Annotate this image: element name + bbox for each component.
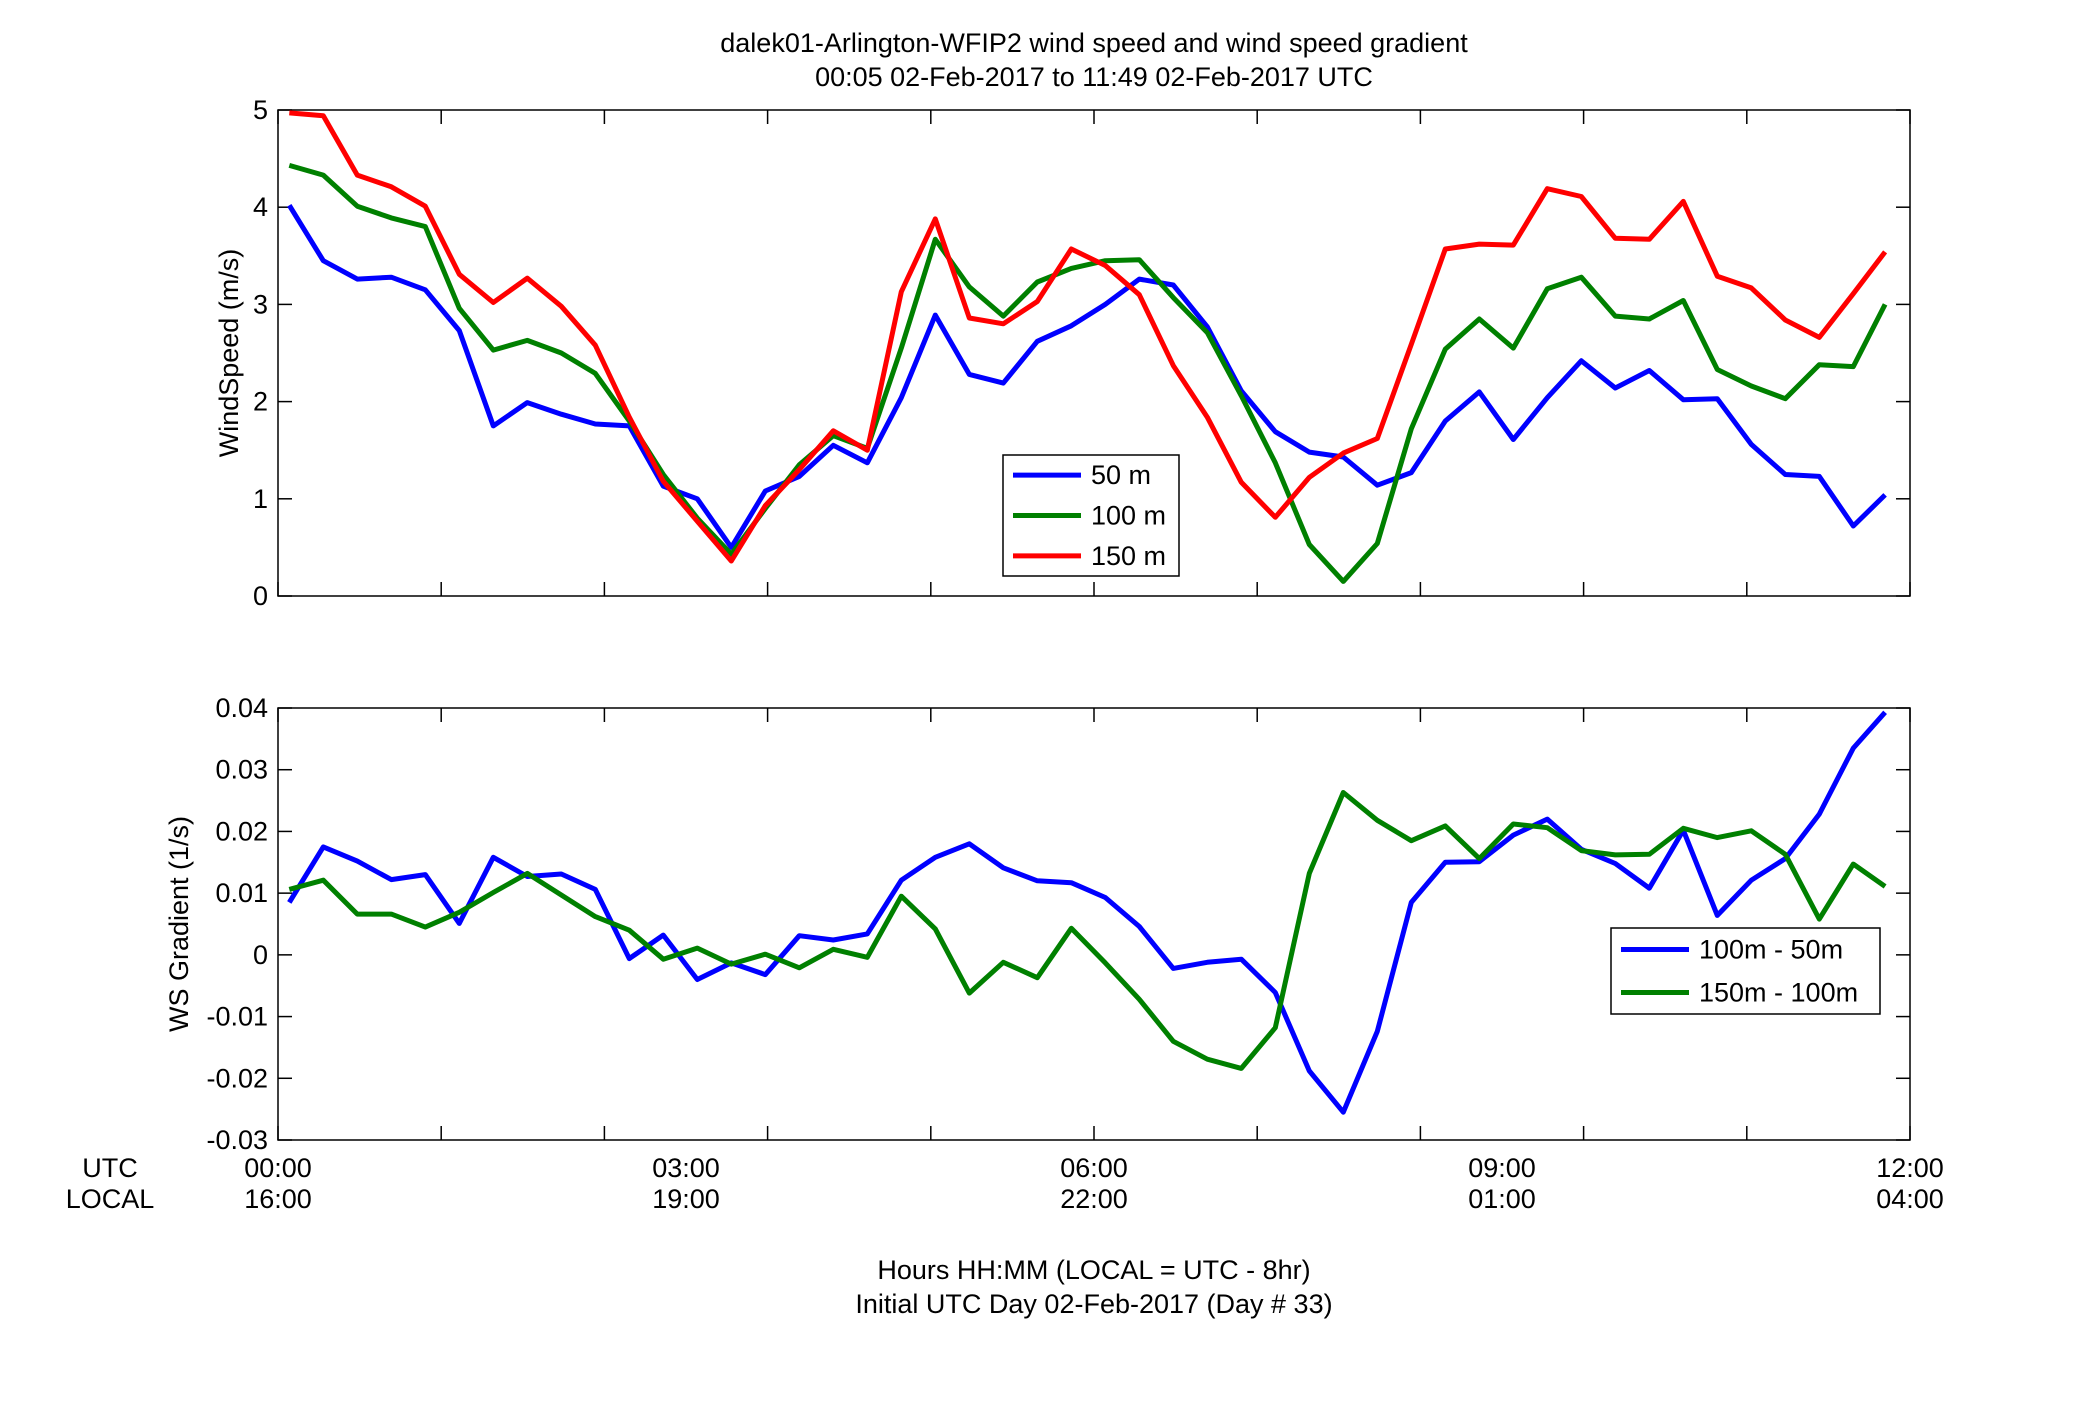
series-line-100m — [288, 162, 1888, 584]
legend: 100m - 50m 150m - 100m — [1610, 927, 1881, 1015]
y-tick-label: 0.03 — [215, 755, 268, 785]
x-tick-label-local: 16:00 — [244, 1184, 312, 1214]
legend: 50 m 100 m 150 m — [1002, 454, 1180, 577]
local-row-label: LOCAL — [66, 1184, 155, 1214]
gradient-panel: -0.03 -0.02 -0.01 0 0.01 0.02 0.03 0.04 WS Gradi… — [164, 693, 1911, 1155]
x-axis-label-line2: Initial UTC Day 02-Feb-2017 (Day # 33) — [855, 1289, 1332, 1319]
y-tick-label: 0 — [253, 940, 268, 970]
y-axis-label: WS Gradient (1/s) — [164, 816, 194, 1032]
x-tick-label-utc: 03:00 — [652, 1153, 720, 1183]
x-tick-label-utc: 00:00 — [244, 1153, 312, 1183]
x-axis-label-line1: Hours HH:MM (LOCAL = UTC - 8hr) — [877, 1255, 1310, 1285]
legend-entry: 150 m — [1091, 541, 1166, 571]
series-line-100m-50m — [287, 710, 1887, 1115]
x-tick-label-local: 22:00 — [1060, 1184, 1128, 1214]
y-tick-label: 0.04 — [215, 693, 268, 723]
y-tick-label: 2 — [253, 387, 268, 417]
windspeed-panel: 0 1 2 3 4 5 WindSpeed (m/s) 50 m 100 m 150 m — [214, 95, 1911, 611]
x-tick-label-local: 04:00 — [1876, 1184, 1944, 1214]
plot-frame — [277, 707, 1911, 1141]
y-axis-label: WindSpeed (m/s) — [214, 249, 244, 458]
y-tick-label: -0.03 — [206, 1125, 268, 1155]
utc-row-label: UTC — [82, 1153, 138, 1183]
x-tick-label-local: 01:00 — [1468, 1184, 1536, 1214]
y-tick-label: -0.01 — [206, 1002, 268, 1032]
y-tick-label: 4 — [253, 192, 268, 222]
legend-entry: 100 m — [1091, 501, 1166, 531]
figure-title-line2: 00:05 02-Feb-2017 to 11:49 02-Feb-2017 U… — [815, 62, 1373, 92]
y-tick-label: 5 — [253, 95, 268, 125]
x-tick-label-local: 19:00 — [652, 1184, 720, 1214]
y-tick-label: 0.01 — [215, 878, 268, 908]
legend-entry: 50 m — [1091, 460, 1151, 490]
series-line-50m — [287, 203, 1887, 550]
legend-entry: 150m - 100m — [1699, 978, 1858, 1008]
x-tick-label-utc: 09:00 — [1468, 1153, 1536, 1183]
y-tick-label: 3 — [253, 289, 268, 319]
y-tick-label: 1 — [253, 484, 268, 514]
legend-box — [1610, 927, 1881, 1015]
series-line-150m-100m — [288, 790, 1887, 1071]
y-tick-label: 0.02 — [215, 816, 268, 846]
y-tick-label: -0.02 — [206, 1063, 268, 1093]
y-tick-label: 0 — [253, 581, 268, 611]
series-line-150m — [289, 110, 1888, 564]
figure-title-line1: dalek01-Arlington-WFIP2 wind speed and w… — [720, 28, 1468, 58]
x-tick-label-utc: 12:00 — [1876, 1153, 1944, 1183]
legend-entry: 100m - 50m — [1699, 935, 1843, 965]
x-tick-label-utc: 06:00 — [1060, 1153, 1128, 1183]
